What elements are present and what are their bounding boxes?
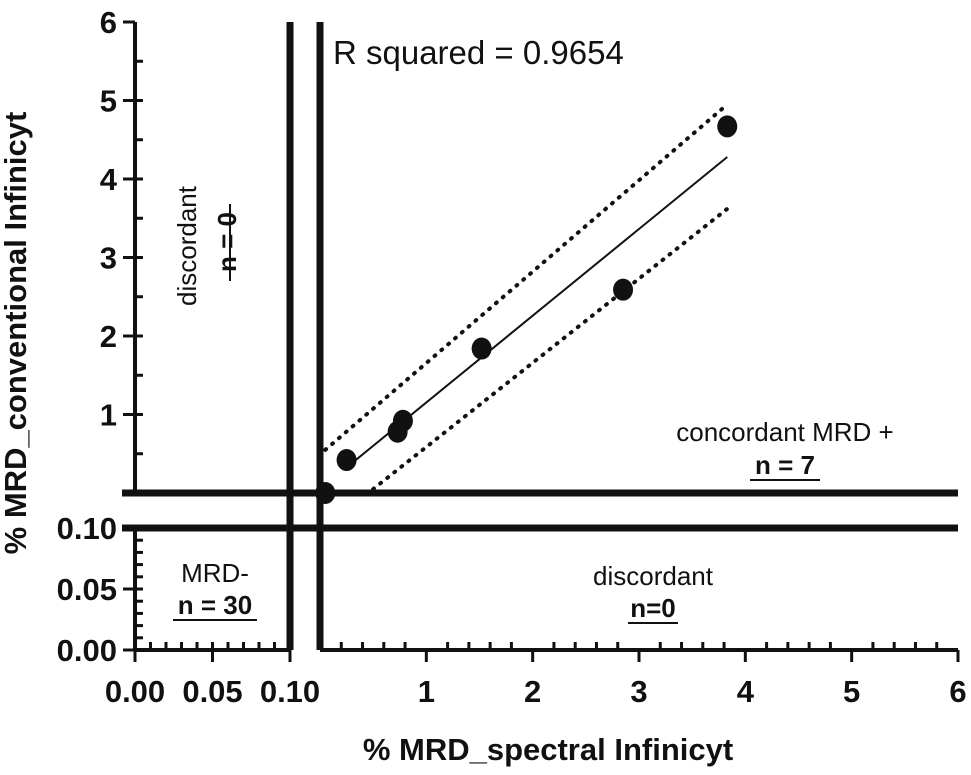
y-tick-label: 0.10: [57, 511, 117, 546]
x-tick-label: 0.00: [105, 674, 165, 709]
data-point: [717, 115, 738, 138]
top-left-quadrant-label: discordant: [172, 185, 202, 306]
ci-lower-line: [371, 206, 730, 492]
bottom-right-quadrant-count: n=0: [630, 593, 676, 623]
y-tick-label: 1: [100, 398, 117, 433]
r-squared-label: R squared = 0.9654: [333, 34, 624, 71]
axis-tick-labels: 1 2 3 4 5 6 0.00 0.05 0.10 0.00 0.05 0.10 1 2 3 4 5 6: [57, 5, 967, 709]
x-tick-label: 6: [949, 674, 966, 709]
data-point: [315, 482, 336, 504]
x-tick-label: 1: [418, 674, 435, 709]
y-tick-label: 6: [100, 5, 117, 40]
y-tick-label: 0.05: [57, 572, 117, 607]
bottom-left-quadrant-count: n = 30: [178, 590, 252, 620]
y-tick-label: 2: [100, 319, 117, 354]
top-right-quadrant-label: concordant MRD +: [676, 417, 893, 447]
x-tick-label: 0.10: [260, 674, 320, 709]
ci-upper-line: [323, 102, 730, 452]
top-left-quadrant-count: n = 0: [212, 212, 242, 272]
x-tick-label: 5: [843, 674, 860, 709]
plot-frame: [122, 22, 958, 652]
data-point: [336, 449, 357, 472]
regression-line: [351, 156, 728, 464]
top-right-quadrant-count: n = 7: [755, 450, 815, 480]
bottom-right-quadrant-label: discordant: [593, 561, 714, 591]
x-tick-label: 0.05: [182, 674, 242, 709]
y-tick-label: 3: [100, 241, 117, 276]
x-tick-label: 3: [630, 674, 647, 709]
y-tick-label: 0.00: [57, 633, 117, 668]
x-tick-label: 4: [737, 674, 755, 709]
data-point: [613, 278, 634, 301]
data-point: [471, 337, 492, 360]
y-axis-label: % MRD_conventional Infinicyt: [0, 112, 33, 555]
y-tick-label: 4: [100, 162, 118, 197]
y-tick-label: 5: [100, 84, 117, 119]
x-tick-label: 2: [524, 674, 541, 709]
data-point: [392, 409, 413, 432]
data-series: [315, 102, 738, 504]
bottom-left-quadrant-label: MRD-: [181, 558, 249, 588]
x-axis-label: % MRD_spectral Infinicyt: [363, 732, 733, 767]
axis-ticks: [123, 20, 960, 662]
